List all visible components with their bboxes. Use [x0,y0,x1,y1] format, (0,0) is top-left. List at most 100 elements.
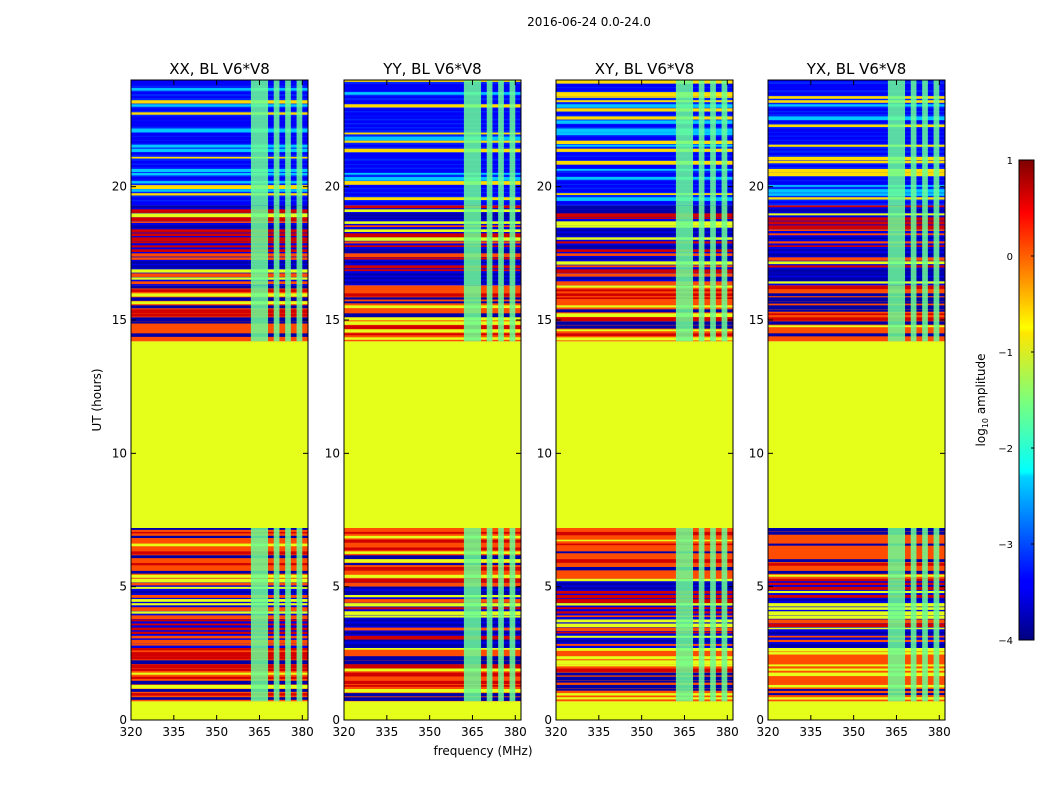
stripe [344,643,521,648]
colorbar-label-log: log [974,428,988,446]
stripe [131,88,308,91]
stripe [344,140,521,143]
stripe [344,241,521,244]
x-tick-label: 350 [630,725,653,739]
x-tick-label: 335 [799,725,822,739]
stripe [131,639,308,644]
stripe [768,325,945,328]
stripe [344,535,521,539]
colorbar: 10−1−2−3−4 log10 amplitude [974,156,1035,647]
time-band-1 [556,701,733,720]
stripe [556,680,733,683]
stripe [768,563,945,566]
stripe [344,281,521,284]
stripe [556,217,733,219]
stripe [768,160,945,164]
spectrogram [768,80,945,720]
rfi-channel [463,648,482,702]
stripe [556,241,733,244]
stripe [344,656,521,661]
stripe [556,627,733,632]
panel-1: XX, BL V6*V8 320 335 350 365 380 0 5 10 15 20 [112,60,314,739]
rfi-channel [698,648,705,702]
stripe [556,168,733,171]
stripe [344,164,521,168]
rfi-channel [509,205,516,286]
stripe [131,309,308,314]
rfi-channel [509,528,516,579]
stripe [556,648,733,651]
stripe [556,607,733,610]
colorbar-tick-label: −1 [998,348,1013,359]
stripe [556,559,733,563]
stripe [768,156,945,161]
stripe [556,664,733,667]
stripe [768,269,945,273]
stripe [768,84,945,88]
stripe [768,607,945,610]
rfi-channel [486,528,493,579]
stripe [344,660,521,665]
stripe [556,313,733,317]
rfi-channel [296,80,303,206]
stripe [556,547,733,550]
stripe [344,172,521,175]
stripe [131,237,308,242]
stripe [768,293,945,297]
stripe [344,229,521,232]
stripe [768,108,945,111]
colorbar-tick-label: −3 [998,540,1013,551]
stripe [556,249,733,252]
stripe [131,273,308,277]
stripe [768,551,945,555]
rfi-channel [922,285,928,342]
colorbar-tick-label: −2 [998,444,1013,455]
stripe [344,289,521,293]
stripe [131,582,308,586]
stripe [131,539,308,542]
stripe [556,528,733,531]
stripe [131,321,308,324]
stripe [556,676,733,681]
stripe [344,693,521,697]
x-tick-label: 350 [842,725,865,739]
rfi-channel [698,528,705,579]
stripe [556,297,733,299]
stripe [768,594,945,598]
stripe [768,566,945,570]
stripe [131,603,308,606]
y-tick-label: 10 [749,446,764,460]
stripe [344,152,521,157]
panel-4: YX, BL V6*V8 320 335 350 365 380 0 5 10 15 20 [749,60,951,739]
stripe [556,623,733,628]
stripe [344,684,521,687]
stripe [556,289,733,292]
rfi-channel [922,205,928,286]
rfi-channel [509,578,516,648]
stripe [131,566,308,571]
stripe [768,531,945,535]
rfi-channel [498,205,504,286]
x-tick-label: 380 [928,725,951,739]
rfi-channel [887,80,906,206]
time-band-1 [768,701,945,720]
rfi-channel [296,205,303,286]
time-band-5 [556,341,733,528]
stripe [768,684,945,688]
stripe [768,528,945,532]
rfi-channel [285,80,291,206]
stripe [131,648,308,651]
stripe [768,132,945,136]
stripe [344,574,521,578]
rfi-channel [675,528,694,579]
y-tick-label: 15 [112,313,127,327]
stripe [556,120,733,124]
stripe [131,680,308,685]
stripe [556,672,733,676]
panel-2: YY, BL V6*V8 320 335 350 365 380 0 5 10 15 20 [325,60,527,739]
rfi-channel [250,80,269,206]
stripe [556,140,733,145]
stripe [768,100,945,103]
stripe [344,201,521,205]
stripe [768,574,945,577]
